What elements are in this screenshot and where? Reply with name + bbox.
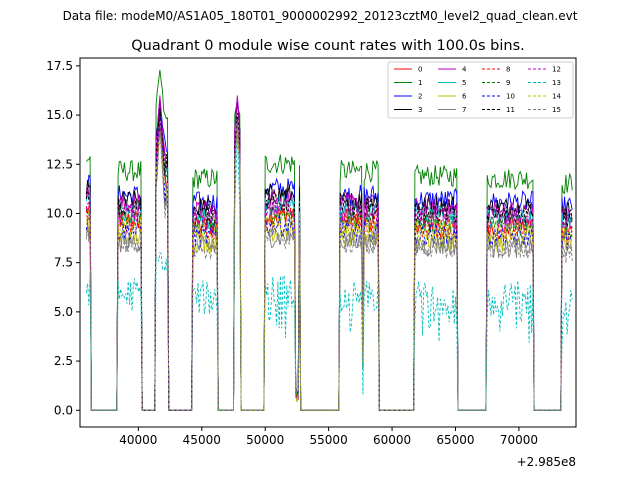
y-tick-label: 12.5: [46, 157, 73, 171]
y-tick-label: 5.0: [54, 305, 73, 319]
legend-label-13: 13: [552, 79, 561, 87]
y-tick-label: 17.5: [46, 59, 73, 73]
x-tick-label: 40000: [119, 433, 157, 447]
series-line-15: [85, 122, 573, 411]
legend-frame: [387, 61, 574, 119]
data-file-label: Data file: modeM0/AS1A05_180T01_90000029…: [63, 9, 578, 23]
legend-label-7: 7: [462, 106, 466, 114]
x-tick-label: 65000: [436, 433, 474, 447]
y-tick-label: 15.0: [46, 108, 73, 122]
legend-label-14: 14: [552, 93, 561, 101]
legend-label-9: 9: [506, 79, 510, 87]
legend-label-0: 0: [418, 66, 422, 74]
chart-title: Quadrant 0 module wise count rates with …: [131, 38, 525, 54]
x-offset-label: +2.985e8: [517, 455, 576, 469]
x-tick-label: 60000: [373, 433, 411, 447]
x-tick-label: 70000: [500, 433, 538, 447]
x-tick-label: 50000: [246, 433, 284, 447]
legend-label-6: 6: [462, 93, 467, 101]
legend-label-5: 5: [462, 79, 466, 87]
x-axis: 40000 45000 50000 55000 60000 65000 70000: [119, 427, 538, 447]
series-lines: [85, 69, 573, 411]
legend-label-4: 4: [462, 66, 467, 74]
legend-label-10: 10: [506, 93, 515, 101]
x-tick-label: 55000: [310, 433, 348, 447]
y-axis: 0.0 2.5 5.0 7.5 10.0 12.5 15.0 17.5: [46, 59, 80, 417]
y-tick-label: 2.5: [54, 354, 73, 368]
y-tick-label: 0.0: [54, 403, 73, 417]
series-line-14: [85, 124, 573, 411]
series-line-10: [85, 115, 573, 411]
y-tick-label: 10.0: [46, 206, 73, 220]
legend-label-3: 3: [418, 106, 422, 114]
legend-label-12: 12: [552, 66, 561, 74]
legend-label-2: 2: [418, 93, 422, 101]
legend-label-1: 1: [418, 79, 422, 87]
x-tick-label: 45000: [183, 433, 221, 447]
y-tick-label: 7.5: [54, 256, 73, 270]
legend-label-8: 8: [506, 66, 510, 74]
legend-label-11: 11: [506, 106, 515, 114]
legend-label-15: 15: [552, 106, 561, 114]
plot-area-frame: [79, 57, 577, 428]
series-line-13: [85, 134, 573, 411]
